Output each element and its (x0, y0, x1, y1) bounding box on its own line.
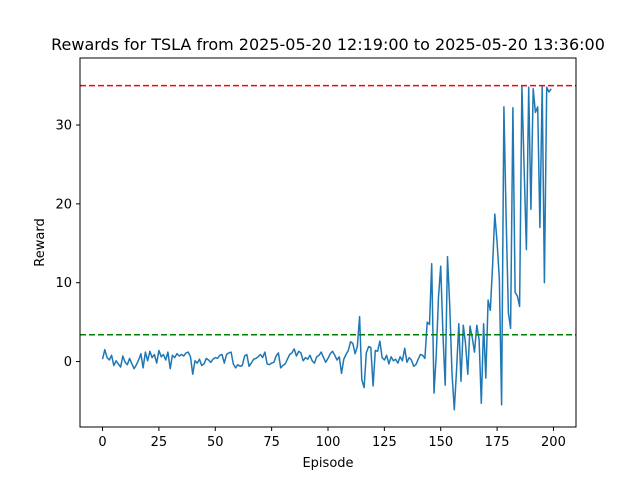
plot-layer (80, 84, 576, 411)
x-axis-label: Episode (302, 456, 353, 471)
x-tick-label: 25 (151, 435, 168, 450)
y-tick-label: 30 (55, 119, 72, 134)
x-tick-label: 125 (372, 435, 397, 450)
x-axis: 0 25 50 75 100 125 150 175 200 (98, 427, 566, 450)
x-tick-label: 50 (207, 435, 224, 450)
x-tick-label: 100 (316, 435, 341, 450)
x-tick-label: 175 (485, 435, 510, 450)
x-tick-label: 200 (541, 435, 566, 450)
x-tick-label: 0 (98, 435, 106, 450)
y-tick-label: 10 (55, 276, 72, 291)
chart-title: Rewards for TSLA from 2025-05-20 12:19:0… (51, 35, 605, 54)
plot-area (80, 84, 576, 411)
y-tick-label: 0 (64, 355, 72, 370)
reward-series-line-0 (101, 84, 552, 411)
x-tick-label: 150 (428, 435, 453, 450)
y-axis-label: Reward (33, 218, 48, 266)
y-axis: 0 10 20 30 (55, 119, 80, 370)
x-tick-label: 75 (263, 435, 280, 450)
y-tick-label: 20 (55, 197, 72, 212)
